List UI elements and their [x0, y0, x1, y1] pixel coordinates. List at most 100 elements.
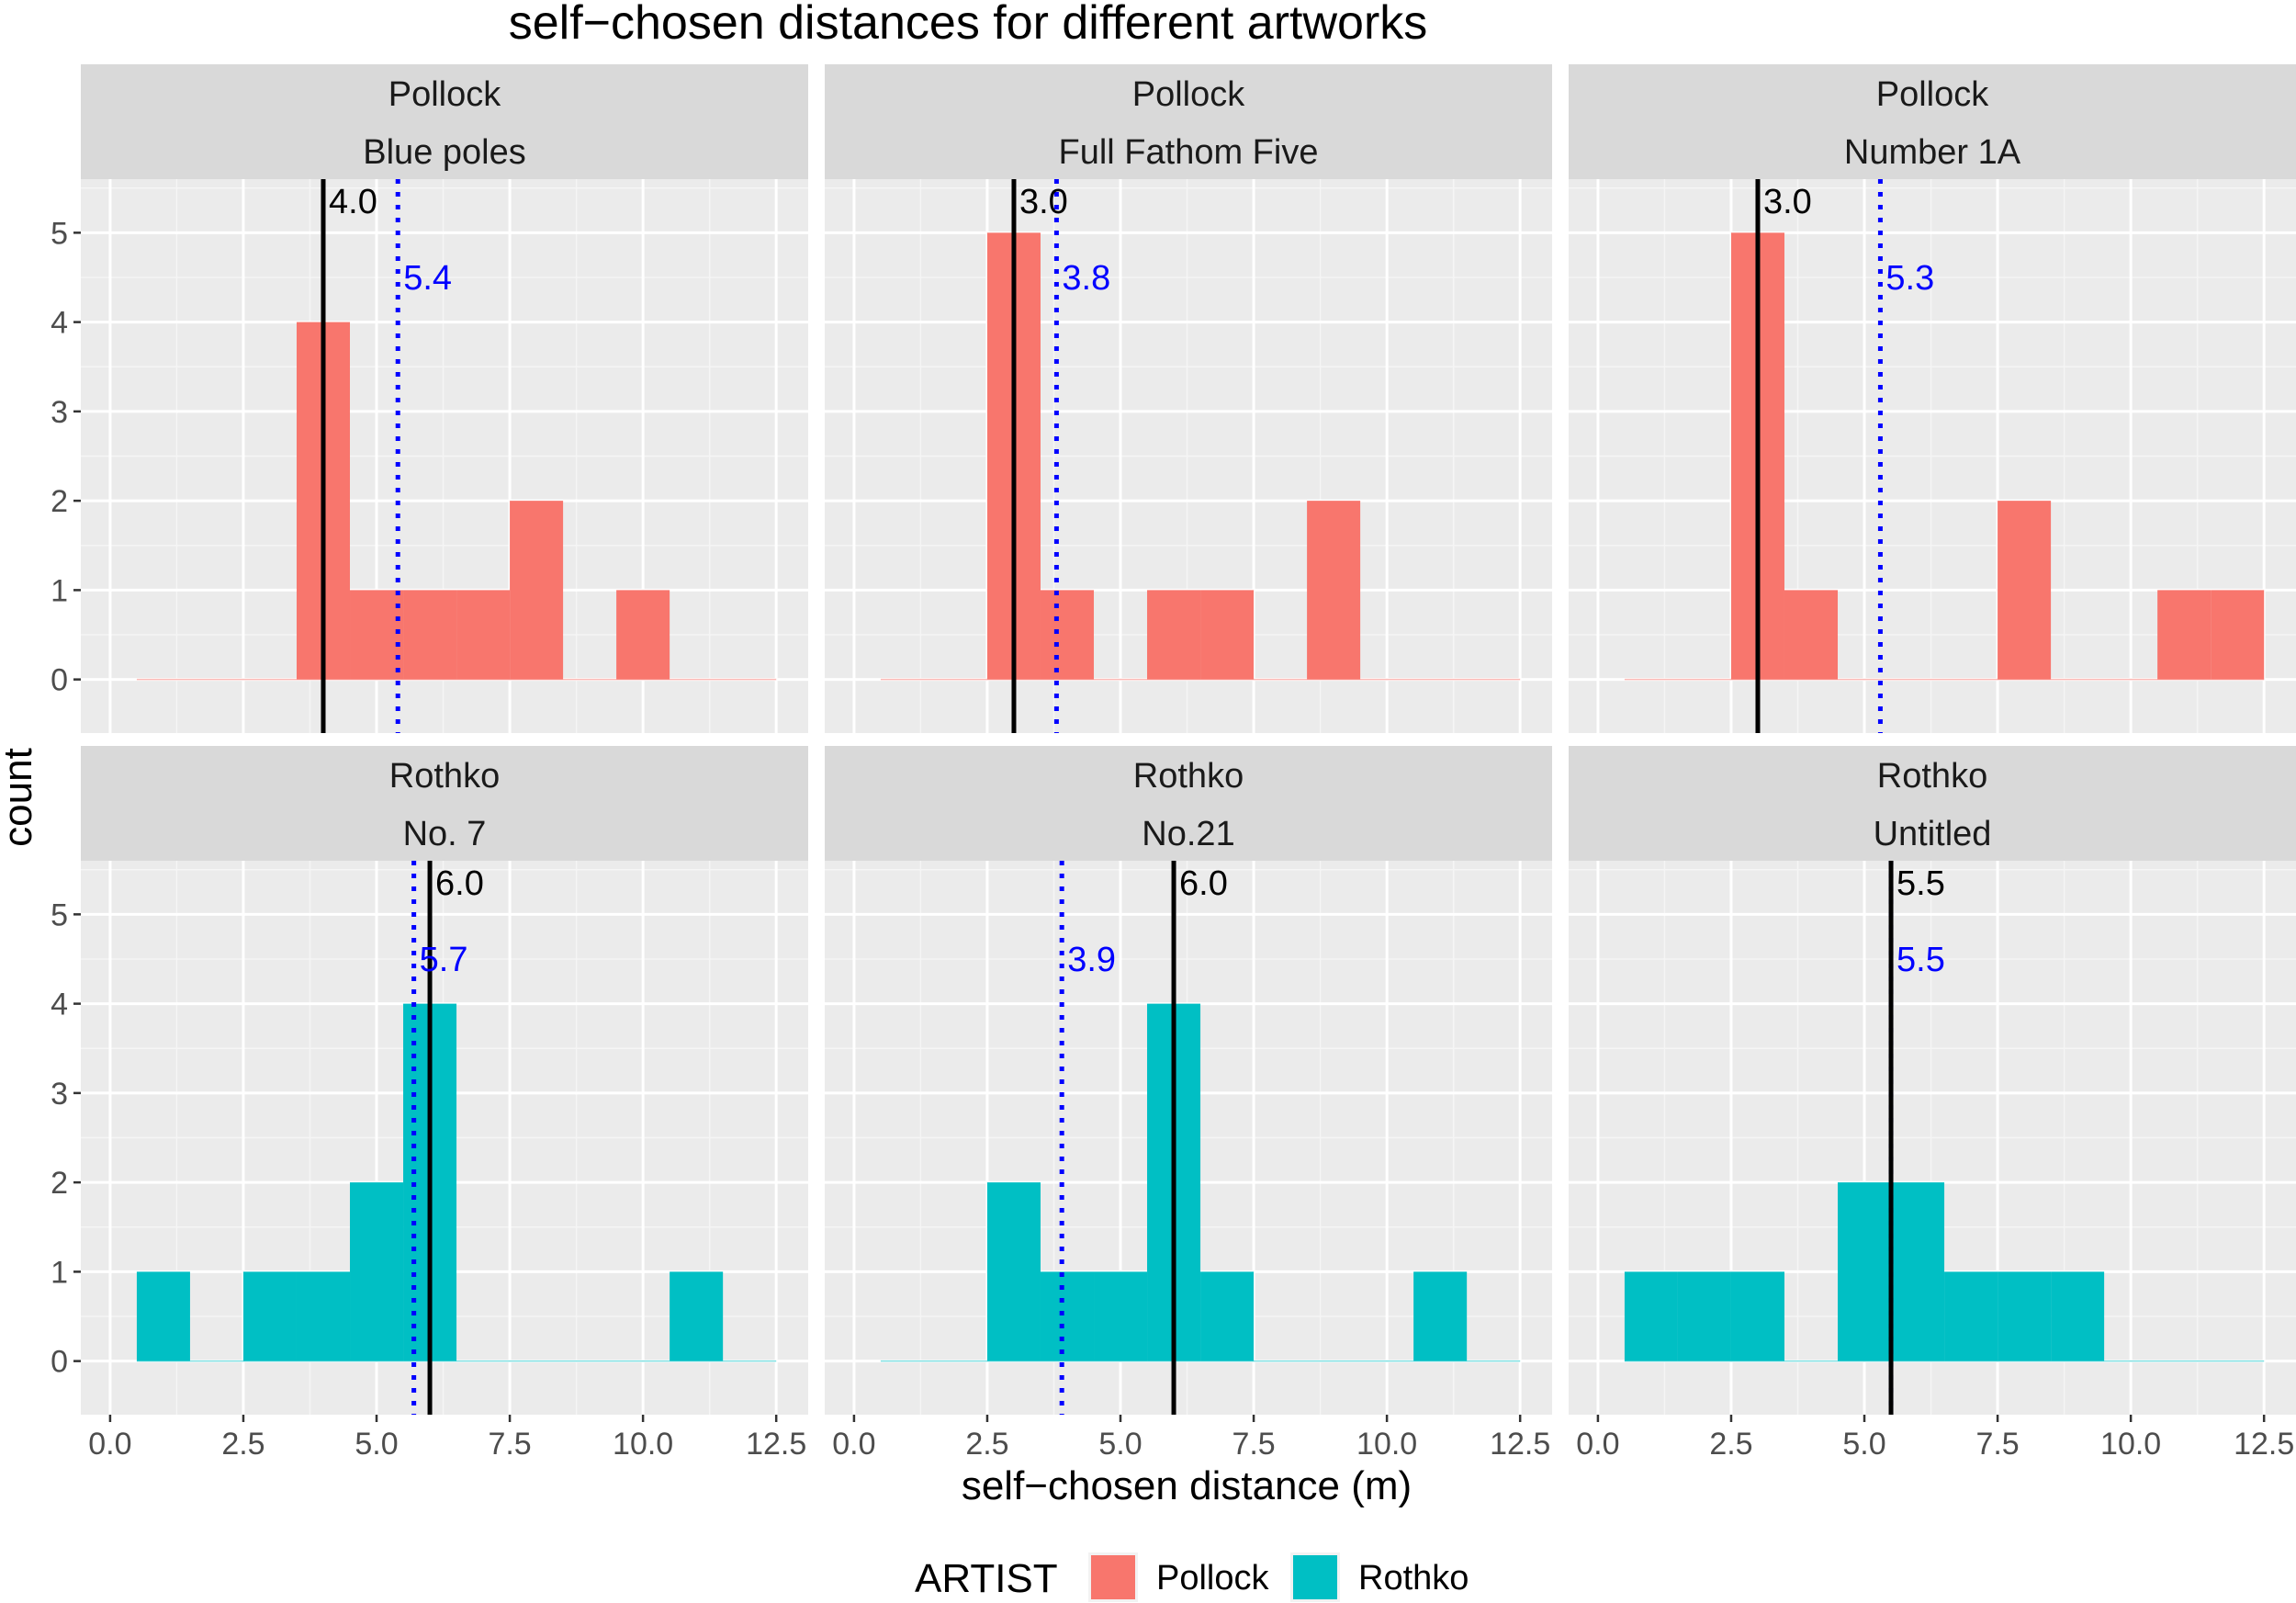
panel-1-strip-artwork: Blue poles	[363, 133, 525, 172]
panel-6-mean-label: 5.5	[1896, 941, 1945, 979]
panel-4-bar-bin-4	[296, 1271, 351, 1361]
panel-6-x-tick-label: 0.0	[1576, 1427, 1619, 1462]
panel-4-x-tick-label: 7.5	[488, 1427, 531, 1462]
panel-4-strip-artwork: No. 7	[403, 815, 487, 853]
panel-2-mean-label: 3.8	[1062, 259, 1110, 298]
panel-4-y-tick-label: 4	[51, 988, 68, 1022]
panel-6-x-tick-label: 10.0	[2100, 1427, 2161, 1462]
panel-5-bar-bin-5	[1094, 1271, 1148, 1361]
panel-4-x-tick-label: 12.5	[746, 1427, 806, 1462]
panel-4-x-tick-label: 10.0	[613, 1427, 673, 1462]
panel-1-bar-bin-10	[616, 590, 670, 680]
panel-1-y-tick-label: 1	[51, 573, 68, 608]
panel-1-strip	[81, 64, 808, 179]
panel-3-bar-bin-4	[1784, 590, 1839, 680]
legend-label-rothko: Rothko	[1358, 1559, 1469, 1597]
panel-4-y-tick-label: 0	[51, 1345, 68, 1380]
panel-4-y-tick-label: 5	[51, 897, 68, 932]
panel-5-bar-bin-11	[1413, 1271, 1468, 1361]
panel-1-median-label: 4.0	[329, 183, 377, 221]
legend-swatch-pollock	[1091, 1555, 1135, 1599]
panel-5-bar-bin-4	[1040, 1271, 1095, 1361]
legend-swatch-rothko	[1293, 1555, 1337, 1599]
panel-5-x-tick-label: 7.5	[1232, 1427, 1275, 1462]
panel-6-x-tick-label: 7.5	[1975, 1427, 2019, 1462]
panel-4-bar-bin-5	[350, 1182, 404, 1361]
panel-4-strip-artist: Rothko	[389, 757, 500, 796]
panel-4-strip	[81, 746, 808, 861]
panel-3-strip	[1569, 64, 2296, 179]
panel-6-strip-artwork: Untitled	[1874, 815, 1992, 853]
panel-1-y-tick-label: 0	[51, 663, 68, 698]
legend-title: ARTIST	[915, 1556, 1058, 1601]
panel-3-bar-bin-11	[2157, 590, 2212, 680]
panel-2-bar-bin-9	[1307, 501, 1361, 680]
panel-3-bar-bin-12	[2211, 590, 2265, 680]
panel-1-bar-bin-7	[456, 590, 511, 680]
panel-4-mean-label: 5.7	[420, 941, 468, 979]
legend-label-pollock: Pollock	[1156, 1559, 1269, 1597]
panel-4-y-tick-label: 2	[51, 1166, 68, 1201]
panel-2-strip-artist: Pollock	[1132, 75, 1245, 114]
panel-5-strip-artwork: No.21	[1142, 815, 1234, 853]
panel-6-x-tick-label: 12.5	[2234, 1427, 2294, 1462]
panel-2-bar-bin-7	[1200, 590, 1255, 680]
panel-6-x-tick-label: 2.5	[1709, 1427, 1752, 1462]
panel-3-bar-bin-8	[1998, 501, 2052, 680]
panel-4-y-tick-label: 3	[51, 1077, 68, 1112]
panel-4-bar-bin-3	[242, 1271, 297, 1361]
panel-4-median-label: 6.0	[435, 864, 484, 903]
panel-1-y-tick-label: 2	[51, 484, 68, 519]
panel-5-x-tick-label: 5.0	[1098, 1427, 1142, 1462]
x-axis-title: self−chosen distance (m)	[962, 1463, 1412, 1508]
panel-6-strip-artist: Rothko	[1877, 757, 1987, 796]
panel-4-x-tick-label: 2.5	[221, 1427, 264, 1462]
panel-3-mean-label: 5.3	[1885, 259, 1934, 298]
panel-2-bar-bin-6	[1147, 590, 1201, 680]
panel-6-median-label: 5.5	[1896, 864, 1945, 903]
panel-6-bar-bin-8	[1998, 1271, 2052, 1361]
panel-1-y-tick-label: 4	[51, 306, 68, 341]
panel-4-x-tick-label: 5.0	[355, 1427, 398, 1462]
panel-3-strip-artist: Pollock	[1876, 75, 1989, 114]
y-axis-title: count	[0, 748, 40, 847]
panel-1-bar-bin-6	[403, 590, 457, 680]
panel-4-bar-bin-1	[136, 1271, 190, 1361]
panel-4-y-tick-label: 1	[51, 1255, 68, 1290]
panel-6-bar-bin-3	[1730, 1271, 1784, 1361]
panel-6-x-tick-label: 5.0	[1842, 1427, 1885, 1462]
panel-6-bar-bin-2	[1677, 1271, 1731, 1361]
panel-5-x-tick-label: 10.0	[1356, 1427, 1417, 1462]
panel-1-y-tick-label: 5	[51, 216, 68, 251]
panel-6-bar-bin-7	[1944, 1271, 1998, 1361]
panel-6-bar-bin-5	[1838, 1182, 1892, 1361]
panel-6-strip	[1569, 746, 2296, 861]
panel-1-bar-bin-5	[350, 590, 404, 680]
panel-3-strip-artwork: Number 1A	[1844, 133, 2021, 172]
panel-5-strip-artist: Rothko	[1133, 757, 1244, 796]
chart-title: self−chosen distances for different artw…	[509, 0, 1428, 50]
panel-5-strip	[825, 746, 1552, 861]
panel-2-strip-artwork: Full Fathom Five	[1059, 133, 1319, 172]
panel-6-bar-bin-6	[1891, 1182, 1945, 1361]
panel-4-x-tick-label: 0.0	[88, 1427, 131, 1462]
panel-5-bar-bin-3	[986, 1182, 1041, 1361]
panel-5-x-tick-label: 2.5	[965, 1427, 1008, 1462]
panel-5-median-label: 6.0	[1179, 864, 1228, 903]
panel-6-bar-bin-1	[1624, 1271, 1678, 1361]
panel-4-bar-bin-11	[670, 1271, 724, 1361]
panel-6-bar-bin-9	[2051, 1271, 2105, 1361]
panel-1-mean-label: 5.4	[403, 259, 452, 298]
panel-2-median-label: 3.0	[1019, 183, 1068, 221]
panel-2-bar-bin-4	[1040, 590, 1095, 680]
panel-2-strip	[825, 64, 1552, 179]
panel-5-x-tick-label: 0.0	[832, 1427, 875, 1462]
panel-5-bar-bin-7	[1200, 1271, 1255, 1361]
panel-5-mean-label: 3.9	[1067, 941, 1116, 979]
panel-5-x-tick-label: 12.5	[1490, 1427, 1550, 1462]
panel-1-bar-bin-8	[510, 501, 564, 680]
panel-3-median-label: 3.0	[1763, 183, 1812, 221]
panel-1-y-tick-label: 3	[51, 395, 68, 430]
